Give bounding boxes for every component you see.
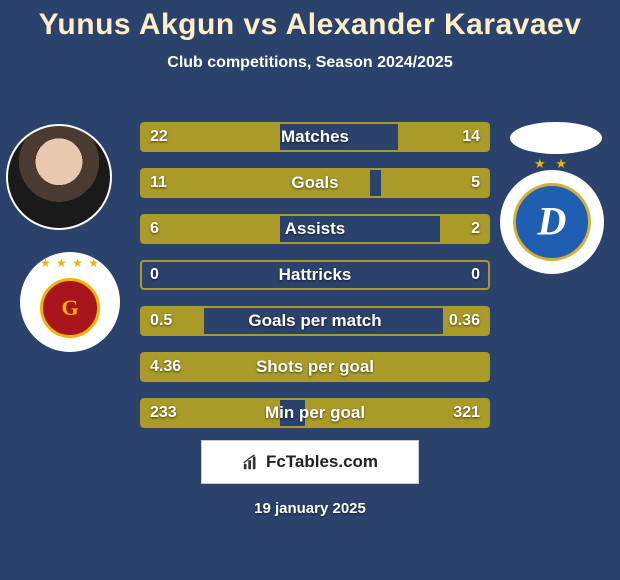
stat-label: Min per goal xyxy=(265,403,365,423)
club2-badge: ★ ★ D xyxy=(500,170,604,274)
value-left: 4.36 xyxy=(150,358,181,376)
stat-row: 233 321 Min per goal xyxy=(140,398,490,428)
logo-text: FcTables.com xyxy=(266,452,378,472)
chart-icon xyxy=(242,453,260,471)
stat-label: Assists xyxy=(285,219,345,239)
stat-row: 0.5 0.36 Goals per match xyxy=(140,306,490,336)
star-icon: ★ ★ ★ ★ xyxy=(20,256,120,270)
stat-label: Shots per goal xyxy=(256,357,374,377)
stat-row: 11 5 Goals xyxy=(140,168,490,198)
subtitle: Club competitions, Season 2024/2025 xyxy=(0,54,620,72)
club2-monogram: D xyxy=(538,197,567,244)
value-left: 233 xyxy=(150,404,177,422)
stat-label: Hattricks xyxy=(279,265,352,285)
stat-bars: 2214Matches115Goals62Assists00Hattricks0… xyxy=(140,122,490,444)
value-left: 0.5 xyxy=(150,312,172,330)
value-right: 14 xyxy=(462,128,480,146)
player2-avatar xyxy=(510,122,602,154)
stat-row: 4.36 Shots per goal xyxy=(140,352,490,382)
value-left: 22 xyxy=(150,128,168,146)
stat-label: Goals per match xyxy=(248,311,381,331)
stat-row: 0 0 Hattricks xyxy=(140,260,490,290)
value-right: 0.36 xyxy=(449,312,480,330)
value-left: 6 xyxy=(150,220,159,238)
page-title: Yunus Akgun vs Alexander Karavaev xyxy=(0,0,620,42)
value-left: 0 xyxy=(150,266,159,284)
stat-row: 6 2 Assists xyxy=(140,214,490,244)
value-right: 2 xyxy=(471,220,480,238)
value-right: 321 xyxy=(453,404,480,422)
star-icon: ★ ★ xyxy=(500,156,604,172)
club1-badge: ★ ★ ★ ★ G xyxy=(20,252,120,352)
value-left: 11 xyxy=(150,174,167,192)
value-right: 0 xyxy=(471,266,480,284)
player1-avatar xyxy=(6,124,112,230)
comparison-card: Yunus Akgun vs Alexander Karavaev Club c… xyxy=(0,0,620,580)
stat-row: 22 14 Matches xyxy=(140,122,490,152)
logo-box: FcTables.com xyxy=(201,440,419,484)
club1-inner: G xyxy=(40,278,100,338)
club2-inner: D xyxy=(513,183,591,261)
stat-label: Goals xyxy=(291,173,338,193)
date-text: 19 january 2025 xyxy=(254,500,366,517)
bar-right xyxy=(440,216,488,242)
stat-label: Matches xyxy=(281,127,349,147)
value-right: 5 xyxy=(471,174,480,192)
club1-monogram: G xyxy=(61,295,78,321)
bar-left xyxy=(142,216,280,242)
